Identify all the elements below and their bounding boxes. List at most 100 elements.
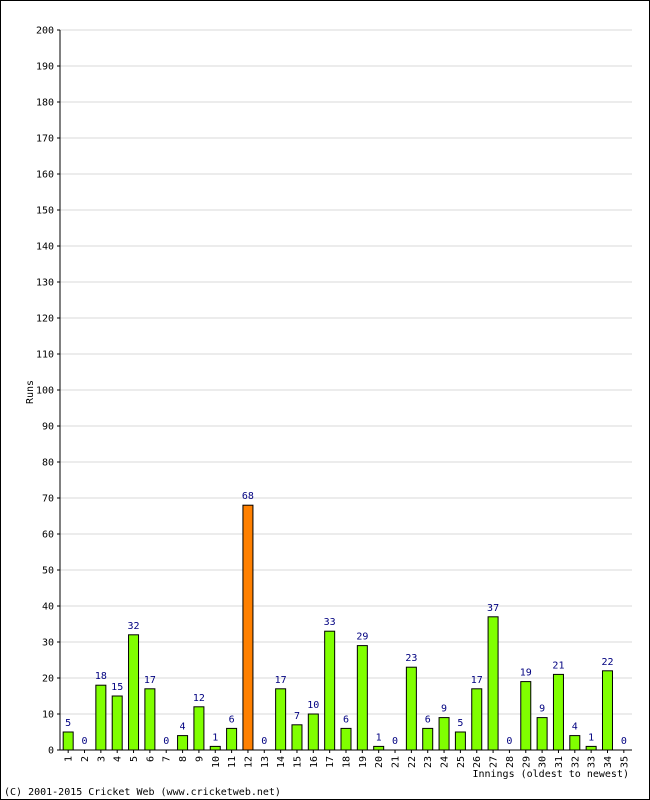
bar — [585, 745, 597, 751]
value-label: 17 — [471, 675, 483, 686]
y-tick-label: 150 — [36, 206, 54, 217]
x-tick-label: 3 — [96, 756, 107, 762]
x-tick-label: 11 — [227, 756, 238, 768]
bar — [177, 735, 189, 751]
bar — [356, 645, 368, 751]
x-tick-label: 29 — [521, 756, 532, 768]
value-label: 6 — [425, 714, 431, 725]
y-tick-label: 160 — [36, 170, 54, 181]
value-label: 10 — [307, 700, 319, 711]
x-tick-label: 13 — [260, 756, 271, 768]
x-tick-label: 7 — [162, 756, 173, 762]
bar — [62, 731, 74, 751]
value-label: 0 — [261, 736, 267, 747]
x-tick-label: 18 — [342, 756, 353, 768]
x-tick-label: 23 — [423, 756, 434, 768]
y-tick-label: 170 — [36, 134, 54, 145]
x-tick-label: 15 — [292, 756, 303, 768]
x-tick-label: 21 — [391, 756, 402, 768]
x-tick-label: 32 — [570, 756, 581, 768]
value-label: 17 — [144, 675, 156, 686]
bar — [291, 724, 303, 751]
x-tick-label: 28 — [505, 756, 516, 768]
x-tick-label: 33 — [587, 756, 598, 768]
x-tick-labels: 1 2 3 4 5 6 7 8 9 10 11 12 13 14 15 16 17 18 19 20 21 22 23 24 2… — [64, 750, 630, 768]
bar — [569, 735, 581, 751]
x-tick-label: 16 — [309, 756, 320, 768]
y-tick-label: 30 — [42, 638, 54, 649]
value-label: 5 — [65, 718, 71, 729]
y-tick-label: 0 — [48, 746, 54, 757]
bar — [520, 681, 532, 751]
bars — [62, 504, 613, 751]
x-tick-label: 34 — [603, 756, 614, 768]
x-tick-label: 31 — [554, 756, 565, 768]
y-tick-label: 110 — [36, 350, 54, 361]
y-tick-label: 50 — [42, 566, 54, 577]
bar — [438, 717, 450, 751]
value-label: 1 — [588, 732, 594, 743]
value-label: 19 — [520, 668, 532, 679]
x-tick-label: 14 — [276, 756, 287, 768]
value-label: 0 — [392, 736, 398, 747]
copyright-footer: (C) 2001-2015 Cricket Web (www.cricketwe… — [4, 787, 281, 798]
x-tick-label: 2 — [80, 756, 91, 762]
value-label: 22 — [601, 657, 613, 668]
y-tick-label: 200 — [36, 26, 54, 37]
x-tick-label: 1 — [64, 756, 75, 762]
x-tick-label: 4 — [113, 756, 124, 762]
x-tick-label: 17 — [325, 756, 336, 768]
y-tick-label: 100 — [36, 386, 54, 397]
value-label: 5 — [457, 718, 463, 729]
x-tick-label: 9 — [194, 756, 205, 762]
y-tick-label: 180 — [36, 98, 54, 109]
x-tick-label: 24 — [440, 756, 451, 768]
value-label: 4 — [572, 722, 578, 733]
bar — [552, 673, 564, 751]
value-label: 6 — [343, 714, 349, 725]
bar — [144, 688, 156, 751]
bar — [95, 684, 107, 751]
bar — [307, 713, 319, 751]
bar — [340, 727, 352, 751]
bar — [536, 717, 548, 751]
bar — [422, 727, 434, 751]
y-tick-label: 20 — [42, 674, 54, 685]
value-label: 21 — [552, 660, 564, 671]
x-tick-label: 22 — [407, 756, 418, 768]
value-label: 1 — [376, 732, 382, 743]
value-label: 18 — [95, 671, 107, 682]
value-label: 12 — [193, 693, 205, 704]
value-label: 0 — [81, 736, 87, 747]
grid-lines — [60, 29, 632, 715]
y-tick-label: 10 — [42, 710, 54, 721]
value-label: 1 — [212, 732, 218, 743]
bar — [209, 745, 221, 751]
bar — [128, 634, 140, 751]
bar — [193, 706, 205, 751]
x-axis-label: Innings (oldest to newest) — [472, 769, 629, 780]
x-tick-label: 26 — [472, 756, 483, 768]
y-tick-label: 40 — [42, 602, 54, 613]
x-tick-label: 35 — [619, 756, 630, 768]
value-label: 0 — [621, 736, 627, 747]
x-tick-label: 6 — [145, 756, 156, 762]
value-label: 6 — [229, 714, 235, 725]
y-tick-label: 190 — [36, 62, 54, 73]
x-tick-label: 12 — [243, 756, 254, 768]
value-label: 29 — [356, 632, 368, 643]
value-label: 17 — [275, 675, 287, 686]
value-label: 4 — [180, 722, 186, 733]
y-tick-label: 80 — [42, 458, 54, 469]
x-tick-label: 19 — [358, 756, 369, 768]
bar — [226, 727, 238, 751]
x-tick-label: 20 — [374, 756, 385, 768]
bar — [111, 695, 123, 751]
x-tick-label: 10 — [211, 756, 222, 768]
value-label: 0 — [163, 736, 169, 747]
bar — [601, 670, 613, 751]
x-tick-label: 25 — [456, 756, 467, 768]
x-tick-label: 8 — [178, 756, 189, 762]
